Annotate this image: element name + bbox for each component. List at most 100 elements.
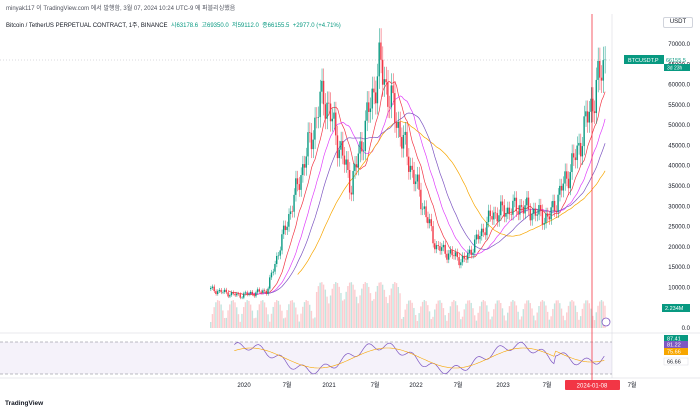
volume-bar [449, 306, 452, 328]
candle-body [581, 146, 584, 157]
volume-bar [602, 301, 604, 328]
alert-icon [601, 317, 611, 327]
volume-bar [328, 303, 330, 328]
price-tick: 70000.0 [668, 42, 690, 48]
volume-bar [352, 284, 354, 328]
candle-body [314, 117, 316, 140]
rsi-value-1-tag [664, 335, 688, 342]
moving-average-line [228, 81, 606, 296]
candle-body [496, 213, 498, 222]
candle-body [402, 134, 405, 149]
volume-bar [383, 289, 386, 328]
volume-bar [279, 304, 281, 328]
price-tick: 60000.0 [668, 83, 690, 89]
author-line: minyak117 이 TradingView.com 에서 발행함, 3월 0… [6, 6, 236, 12]
candle-body [248, 293, 250, 295]
candle-body [291, 211, 294, 212]
candle-body [526, 197, 528, 206]
symbol-line: Bitcoin / TetherUS PERPETUAL CONTRACT, 1… [6, 20, 341, 29]
volume-bar [213, 307, 215, 328]
candle-body [576, 145, 578, 161]
volume-bar [439, 300, 441, 328]
last-price-symbol: BTCUSDT.P [628, 58, 659, 64]
candle-body [470, 249, 472, 255]
volume-bar [564, 320, 566, 328]
candle-body [236, 293, 238, 296]
candle-body [477, 234, 479, 240]
moving-average-line [262, 112, 606, 294]
ohlc-high: 고69350.0 [201, 23, 229, 29]
candle-body [395, 122, 398, 128]
volume-bar [414, 315, 417, 328]
volume-bar [472, 308, 474, 328]
tradingview-logo[interactable]: TradingView [5, 400, 44, 407]
volume-bar [442, 308, 445, 328]
volume-bar [538, 305, 540, 328]
candle-body [281, 234, 283, 251]
candle-body [253, 294, 255, 297]
candle-body [251, 291, 254, 295]
candle-body [600, 77, 603, 81]
volume-bar [600, 300, 603, 328]
candle-body [392, 85, 394, 94]
candle-body [501, 201, 504, 206]
volume-bar [522, 309, 525, 328]
candle-body [352, 170, 354, 195]
candle-body [571, 153, 573, 173]
volume-bar [408, 300, 410, 328]
time-tick: 2023 [496, 383, 510, 389]
volume-bar [239, 321, 241, 328]
volume-bar [428, 311, 431, 328]
symbol-title[interactable]: Bitcoin / TetherUS PERPETUAL CONTRACT, 1… [6, 23, 168, 29]
candle-body [474, 239, 476, 253]
rsi-value-3: 75.66 [667, 350, 681, 356]
candle-body [444, 244, 446, 254]
candle-body [510, 214, 512, 215]
volume-bar [468, 300, 471, 328]
candle-body [508, 207, 511, 215]
candle-body [222, 291, 224, 293]
candle-body [383, 79, 386, 85]
candle-body [298, 184, 300, 190]
volume-bar [548, 319, 551, 328]
candle-body [361, 141, 363, 152]
volume-bar [291, 300, 294, 328]
grid [0, 14, 700, 379]
rsi-ma-line [234, 347, 605, 369]
volume-bar [541, 300, 544, 328]
volume-bar [484, 301, 486, 328]
candle-body [215, 291, 217, 295]
candle-body [331, 118, 333, 122]
volume-bar [435, 303, 438, 328]
volume-bar [604, 305, 606, 328]
candle-body [463, 255, 465, 259]
candle-body [435, 245, 438, 250]
candle-body [381, 59, 384, 85]
volume-bar [340, 292, 342, 328]
candle-body [357, 153, 360, 168]
volume-bar [255, 317, 257, 328]
volume-bar [437, 300, 439, 328]
volume-bar [475, 320, 478, 328]
candle-body [427, 217, 429, 224]
candle-body [385, 79, 387, 83]
volume-bar [284, 317, 287, 328]
volume-bar [321, 282, 323, 328]
candle-body [564, 171, 566, 184]
candle-body [255, 292, 257, 297]
rsi-band [0, 342, 612, 374]
volume-bar [395, 283, 398, 328]
candle-body [579, 142, 582, 157]
candle-body [243, 293, 245, 298]
time-tick: 7월 [454, 381, 463, 389]
candle-body [218, 289, 221, 292]
candle-body [599, 60, 601, 78]
volume-bar [397, 287, 399, 328]
volume-bar [350, 282, 353, 328]
candle-body [456, 252, 459, 258]
volume-bar [305, 300, 307, 328]
currency-button[interactable]: USDT [663, 17, 693, 28]
candle-body [237, 293, 240, 295]
volume-bar [574, 305, 577, 328]
